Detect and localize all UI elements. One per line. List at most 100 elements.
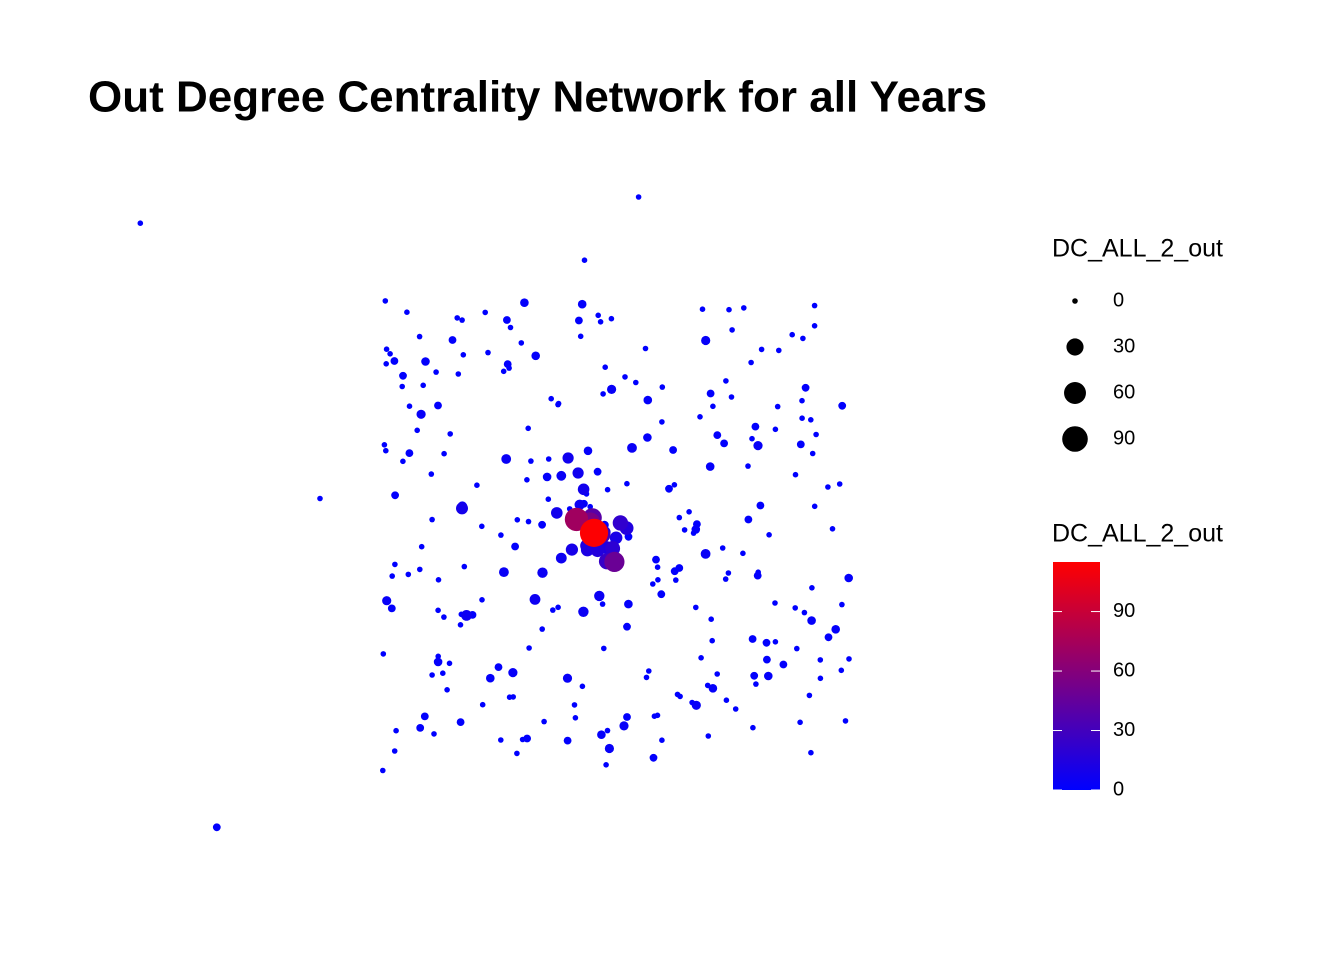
node: [417, 566, 423, 573]
node: [643, 395, 653, 405]
node: [381, 442, 388, 448]
node: [507, 324, 514, 331]
size-legend-label: 90: [1113, 427, 1135, 449]
node: [809, 585, 815, 591]
node: [389, 573, 396, 579]
node: [657, 590, 666, 599]
node: [705, 462, 715, 471]
node: [698, 655, 704, 661]
node: [593, 467, 602, 476]
node: [555, 401, 561, 408]
node: [831, 625, 840, 634]
node: [520, 298, 529, 308]
node: [792, 471, 799, 478]
node: [399, 383, 406, 390]
node: [748, 359, 754, 366]
node: [405, 449, 414, 457]
node: [383, 447, 389, 454]
node: [574, 499, 585, 510]
node: [699, 306, 706, 313]
node: [503, 316, 511, 324]
color-legend-label: 60: [1113, 659, 1135, 681]
node: [846, 656, 852, 662]
color-legend-label: 90: [1113, 600, 1135, 622]
node: [671, 482, 678, 488]
node: [764, 671, 773, 681]
node: [844, 573, 853, 583]
node: [545, 456, 552, 462]
node: [380, 651, 387, 657]
node: [400, 458, 406, 465]
size-legend-label: 30: [1113, 335, 1135, 357]
node: [623, 713, 631, 721]
node: [538, 520, 546, 529]
node: [642, 345, 649, 352]
node: [604, 551, 625, 573]
node: [579, 683, 586, 690]
node: [602, 364, 608, 371]
node: [609, 531, 623, 545]
node: [654, 564, 661, 570]
node: [435, 653, 442, 660]
node: [646, 668, 652, 674]
node: [706, 389, 715, 398]
node: [824, 633, 833, 642]
node: [701, 335, 711, 346]
size-legend-label: 0: [1113, 289, 1124, 311]
node: [808, 749, 814, 756]
node: [604, 486, 611, 493]
node: [420, 712, 429, 721]
node: [763, 655, 771, 664]
node: [383, 346, 390, 353]
node: [393, 727, 399, 734]
node: [577, 483, 590, 496]
node: [498, 532, 504, 538]
node: [604, 743, 615, 754]
node: [774, 403, 781, 410]
node: [440, 670, 446, 676]
node: [429, 516, 435, 523]
node: [748, 635, 757, 643]
size-legend-key: [1064, 382, 1086, 404]
node: [659, 384, 666, 390]
node: [693, 604, 699, 611]
node: [713, 431, 722, 439]
node: [137, 220, 144, 226]
node: [709, 637, 715, 644]
node: [454, 315, 461, 321]
node: [740, 550, 746, 557]
node: [571, 702, 578, 708]
node: [825, 484, 831, 490]
node: [577, 333, 584, 340]
node: [528, 458, 534, 464]
node: [446, 660, 453, 667]
node: [700, 549, 711, 559]
node: [600, 391, 606, 397]
node: [482, 309, 489, 316]
node: [539, 626, 545, 632]
node: [421, 357, 430, 366]
node: [665, 484, 673, 493]
node: [387, 604, 396, 613]
node: [563, 736, 572, 745]
size-legend-key: [1066, 338, 1084, 356]
node: [697, 414, 703, 420]
node: [604, 727, 611, 734]
node: [391, 491, 399, 500]
nodes: [137, 194, 853, 832]
node: [577, 299, 587, 309]
node: [456, 718, 465, 726]
node: [728, 394, 735, 400]
node: [714, 671, 720, 677]
node: [414, 427, 421, 434]
node: [416, 333, 423, 340]
node: [807, 616, 816, 625]
node: [433, 369, 439, 375]
node: [416, 724, 425, 732]
node: [551, 507, 563, 519]
node: [511, 542, 519, 551]
node: [720, 439, 728, 448]
node: [624, 480, 630, 487]
node: [811, 302, 818, 309]
node: [556, 470, 567, 481]
